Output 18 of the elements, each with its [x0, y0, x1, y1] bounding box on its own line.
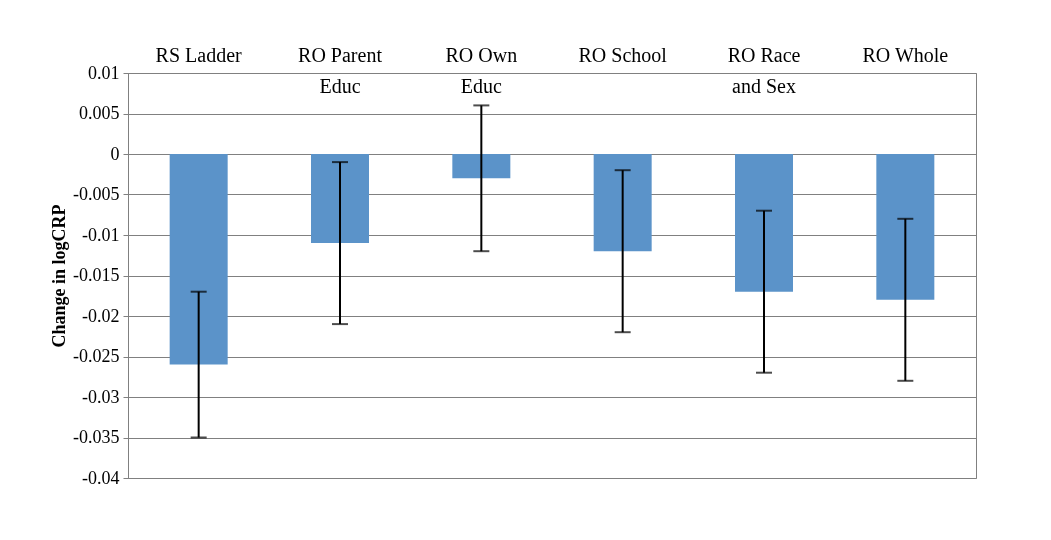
x-tick-label: RO Parent Educ [298, 43, 383, 97]
x-tick-label: RO School [578, 43, 668, 66]
y-tick-label: -0.01 [82, 224, 120, 245]
y-tick-label: -0.015 [73, 265, 120, 285]
y-axis-title: Change in logCRP [49, 204, 70, 348]
y-tick-label: 0.01 [88, 62, 120, 83]
y-tick-label: 0 [110, 143, 120, 164]
x-tick-label: RO Whole [862, 43, 949, 66]
y-tick-label: -0.025 [73, 346, 120, 366]
x-tick-label: RO Own Educ [445, 43, 518, 97]
y-tick-label: -0.04 [82, 467, 120, 488]
y-tick-label: -0.005 [73, 184, 120, 204]
y-tick-label: -0.02 [82, 305, 120, 326]
y-tick-label: -0.03 [82, 386, 120, 407]
x-tick-label: RS Ladder [155, 43, 243, 66]
y-tick-label: -0.035 [73, 427, 120, 447]
x-tick-label: RO Race and Sex [727, 43, 801, 97]
y-tick-label: 0.005 [79, 103, 120, 123]
